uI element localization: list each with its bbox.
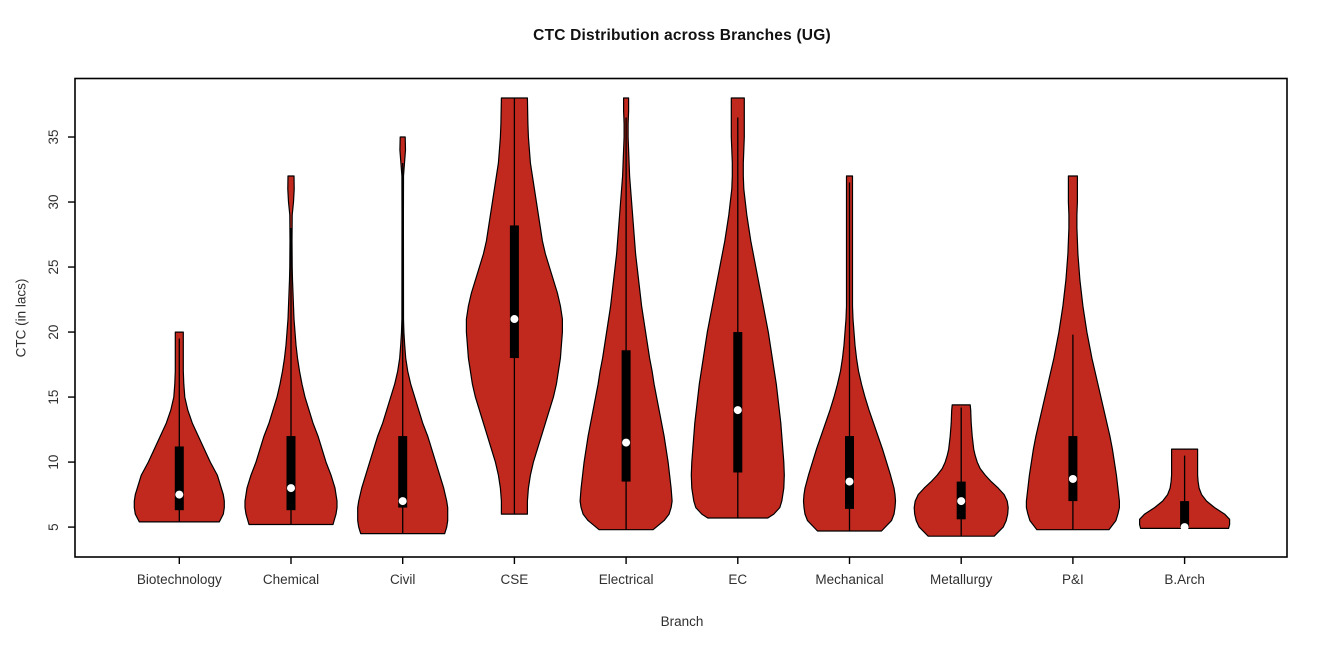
x-tick-label-civil: Civil	[390, 572, 416, 587]
iqr-box-electrical	[621, 350, 631, 482]
median-dot-mechanical	[845, 477, 854, 486]
y-tick-label-35: 35	[46, 129, 61, 144]
x-tick-label-b-arch: B.Arch	[1164, 572, 1205, 587]
iqr-box-p-i	[1068, 436, 1078, 502]
median-dot-chemical	[287, 484, 295, 493]
y-tick-label-30: 30	[46, 194, 61, 209]
median-dot-metallurgy	[957, 497, 966, 506]
iqr-box-cse	[509, 225, 519, 359]
x-tick-label-ec: EC	[728, 572, 747, 587]
plot-border	[74, 77, 1288, 558]
median-dot-p-i	[1068, 474, 1077, 483]
x-tick-label-metallurgy: Metallurgy	[930, 572, 993, 587]
iqr-box-chemical	[286, 436, 296, 511]
iqr-box-ec	[733, 332, 743, 473]
chart-title: CTC Distribution across Branches (UG)	[533, 27, 831, 44]
y-tick-label-10: 10	[46, 455, 61, 470]
x-tick-label-chemical: Chemical	[263, 572, 319, 587]
median-dot-ec	[733, 406, 742, 415]
x-axis-label: Branch	[660, 614, 704, 629]
y-tick-label-5: 5	[46, 523, 61, 531]
iqr-box-b-arch	[1180, 501, 1190, 528]
median-dot-cse	[510, 315, 519, 324]
x-tick-label-biotechnology: Biotechnology	[137, 572, 222, 587]
x-tick-label-electrical: Electrical	[599, 572, 654, 587]
y-tick-label-15: 15	[46, 390, 61, 405]
median-dot-b-arch	[1180, 523, 1189, 532]
x-tick-label-p-i: P&I	[1062, 572, 1084, 587]
x-tick-label-mechanical: Mechanical	[815, 572, 883, 587]
y-tick-label-20: 20	[46, 325, 61, 340]
median-dot-civil	[398, 497, 407, 506]
median-dot-electrical	[622, 438, 631, 447]
iqr-box-biotechnology	[174, 446, 184, 511]
y-tick-label-25: 25	[46, 259, 61, 274]
iqr-box-civil	[398, 436, 408, 508]
x-tick-label-cse: CSE	[501, 572, 529, 587]
iqr-box-mechanical	[845, 436, 854, 509]
median-dot-biotechnology	[175, 490, 184, 499]
